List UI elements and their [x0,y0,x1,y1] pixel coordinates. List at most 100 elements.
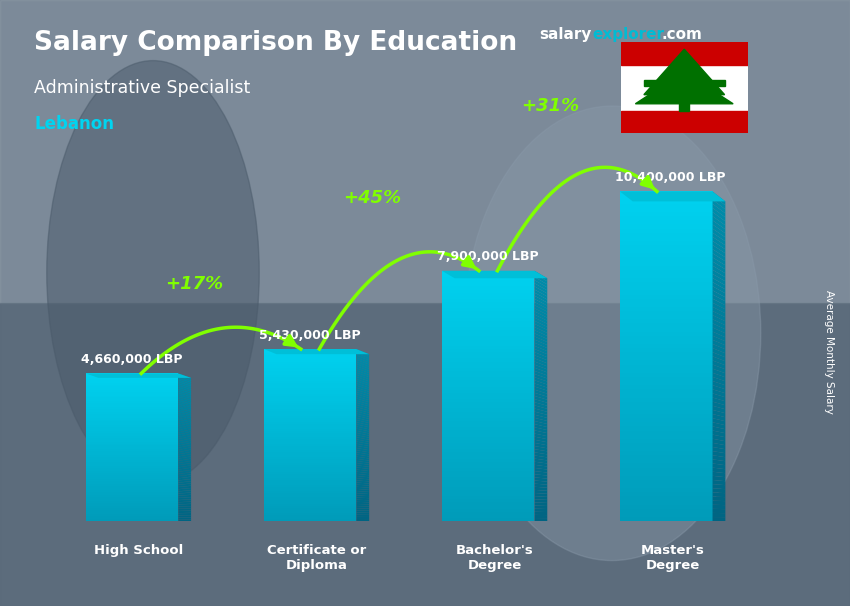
Bar [620,253,712,258]
Bar [442,371,535,374]
Polygon shape [356,349,369,356]
Bar [86,507,178,508]
Polygon shape [178,442,191,446]
Bar [620,368,712,373]
Bar [86,453,178,454]
Bar [442,280,535,283]
Bar [620,245,712,249]
Bar [86,486,178,488]
Polygon shape [356,513,369,515]
Bar [679,101,689,110]
Polygon shape [712,237,725,249]
Text: explorer: explorer [592,27,665,42]
Polygon shape [178,479,191,482]
Bar [620,414,712,418]
Polygon shape [712,290,725,301]
Bar [620,204,712,208]
Bar [86,444,178,445]
Bar [86,484,178,486]
Polygon shape [712,435,725,441]
Polygon shape [178,429,191,433]
Polygon shape [178,444,191,448]
Polygon shape [712,459,725,465]
Bar [264,403,356,405]
Bar [86,403,178,405]
Polygon shape [178,490,191,493]
Bar [442,290,535,293]
Bar [620,373,712,377]
Polygon shape [178,438,191,442]
Polygon shape [356,366,369,373]
Bar [442,384,535,387]
Polygon shape [712,517,725,521]
Polygon shape [178,414,191,419]
Polygon shape [178,445,191,450]
Polygon shape [356,351,369,358]
Polygon shape [178,419,191,424]
Bar [264,384,356,385]
Bar [264,427,356,428]
Polygon shape [535,512,547,515]
Bar [264,510,356,513]
Bar [620,258,712,262]
Bar [442,390,535,393]
Polygon shape [356,435,369,440]
Polygon shape [178,403,191,408]
Bar [86,462,178,464]
Polygon shape [535,499,547,503]
Polygon shape [178,519,191,521]
Bar [86,421,178,424]
Polygon shape [712,311,725,321]
Bar [264,502,356,504]
Bar [264,439,356,442]
Bar [620,492,712,496]
Polygon shape [178,462,191,465]
Polygon shape [356,418,369,423]
Polygon shape [535,355,547,363]
Bar [86,464,178,466]
Bar [86,451,178,453]
Bar [86,471,178,473]
Polygon shape [535,305,547,315]
Polygon shape [535,462,547,467]
Polygon shape [356,498,369,501]
Bar [620,464,712,468]
Bar [442,305,535,308]
Bar [442,362,535,365]
Bar [442,377,535,381]
Polygon shape [535,318,547,327]
Text: .com: .com [661,27,702,42]
Bar [620,418,712,422]
Bar [264,420,356,422]
Polygon shape [356,424,369,429]
Polygon shape [712,299,725,309]
Polygon shape [356,396,369,402]
Bar [86,385,178,387]
Polygon shape [178,484,191,487]
Bar [620,331,712,336]
Polygon shape [178,390,191,396]
Polygon shape [712,439,725,445]
Polygon shape [356,403,369,408]
Bar [264,353,356,356]
Polygon shape [712,216,725,229]
Polygon shape [178,373,191,380]
Polygon shape [356,379,369,385]
Bar [442,490,535,493]
Bar [264,470,356,471]
Polygon shape [712,488,725,493]
Bar [264,396,356,399]
Polygon shape [535,390,547,397]
Polygon shape [535,287,547,296]
Bar [620,435,712,439]
Bar [86,419,178,421]
Polygon shape [712,389,725,398]
Bar [86,373,178,375]
Bar [620,501,712,505]
Bar [86,488,178,490]
Polygon shape [712,324,725,333]
Bar [264,476,356,478]
Polygon shape [178,405,191,410]
Bar [707,80,724,85]
Bar [86,396,178,398]
